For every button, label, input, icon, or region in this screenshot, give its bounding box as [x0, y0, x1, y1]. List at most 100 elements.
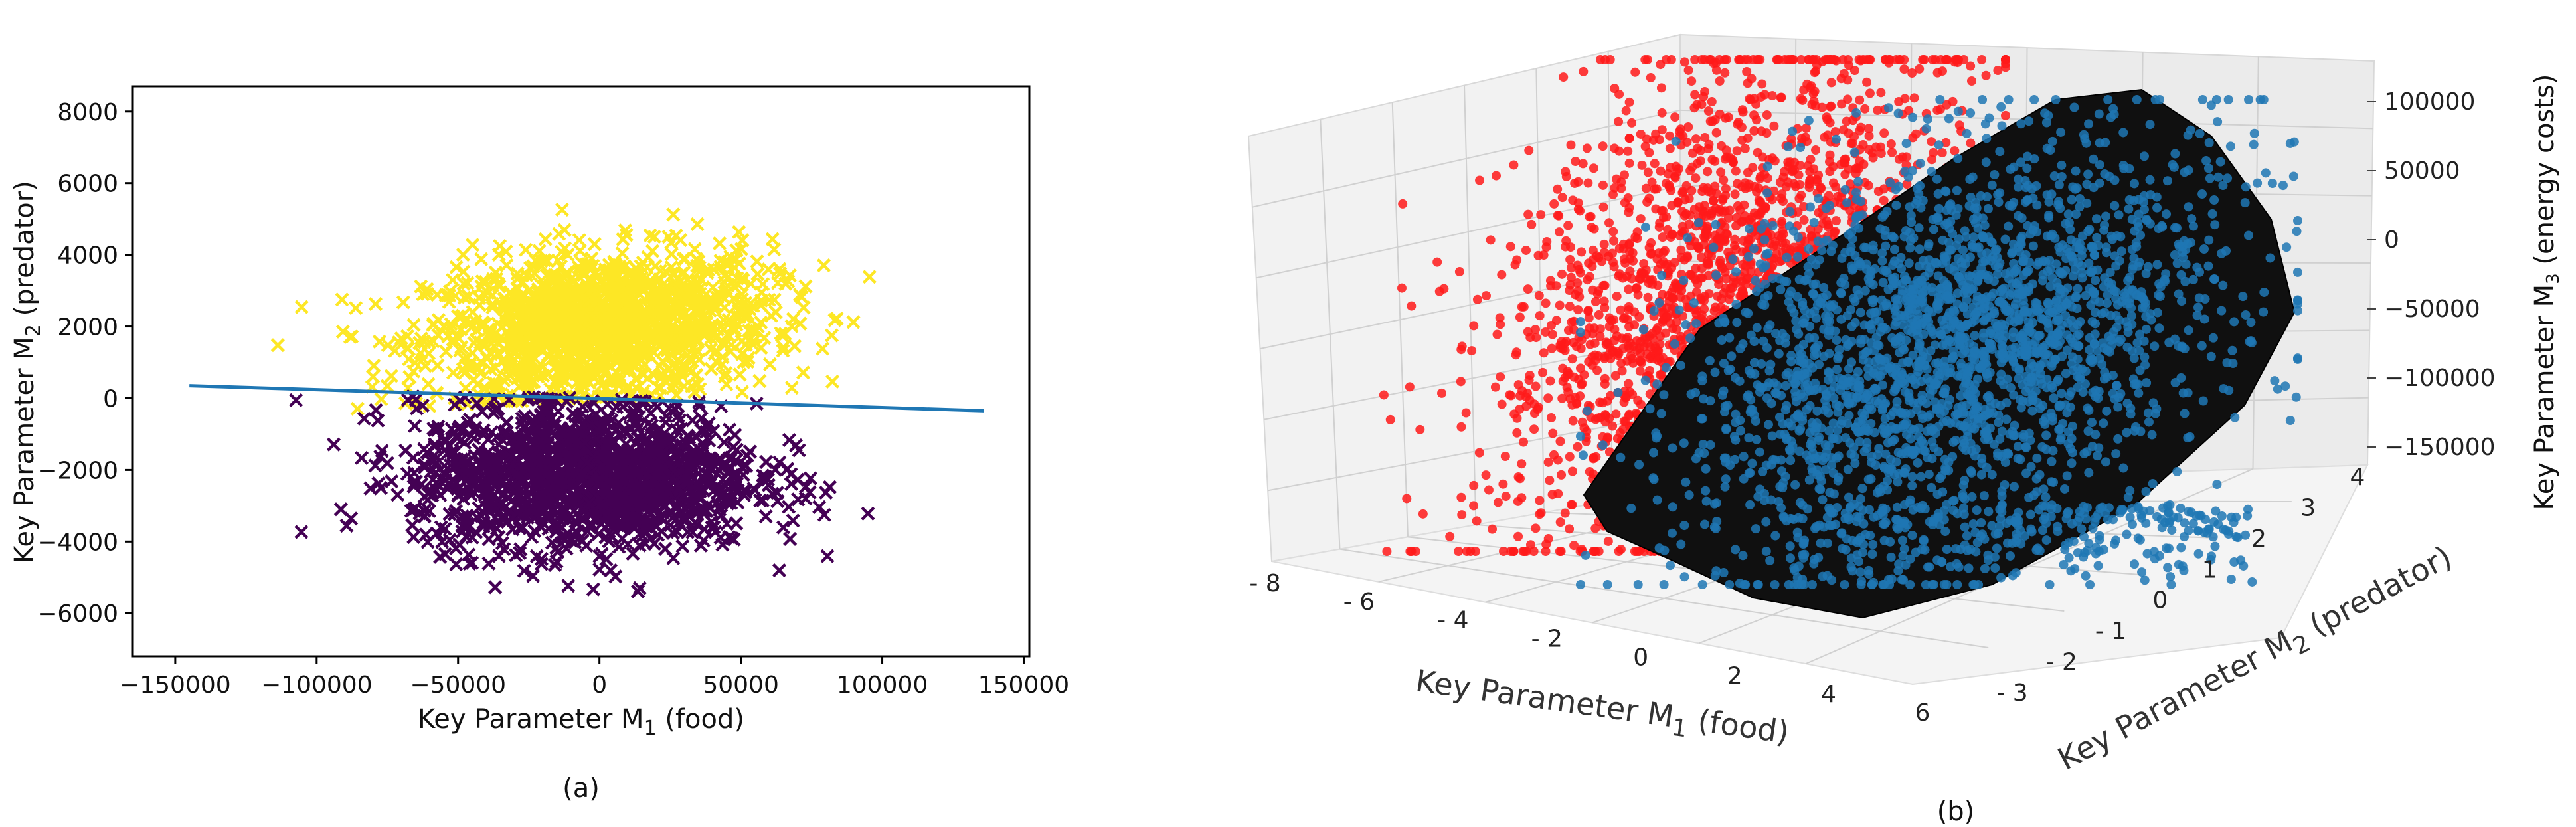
panel-a-x-marker	[796, 365, 811, 380]
panel-a-x-marker	[289, 393, 303, 407]
panel-b-red-point	[1826, 101, 1836, 111]
panel-b-red-point	[1621, 106, 1631, 116]
panel-a-x-marker	[456, 276, 471, 291]
panel-b-red-point	[1632, 284, 1642, 294]
panel-b-red-point	[1603, 536, 1613, 546]
panel-a-y-tick-label: −4000	[37, 529, 118, 556]
panel-a-caption: (a)	[562, 773, 600, 804]
panel-b-red-point	[1644, 147, 1654, 157]
panel-a-x-marker	[768, 305, 783, 320]
panel-b-red-point	[1601, 411, 1611, 420]
panel-b-red-point	[1628, 256, 1638, 266]
panel-b-red-point	[1592, 365, 1602, 375]
panel-a-x-marker	[421, 377, 436, 391]
panel-b-red-point	[1804, 55, 1814, 64]
panel-b-red-point	[1831, 216, 1841, 226]
panel-b-red-point	[1624, 322, 1634, 331]
panel-a-x-marker	[796, 300, 811, 315]
panel-b-red-point	[1515, 404, 1525, 414]
panel-a-x-marker	[418, 359, 432, 373]
panel-b-red-point	[1907, 68, 1917, 78]
panel-a-x-marker	[270, 338, 285, 353]
panel-a-x-marker	[767, 242, 782, 257]
panel-b-red-point	[1690, 90, 1700, 100]
panel-b-red-point	[1510, 260, 1520, 270]
panel-a-x-marker	[782, 500, 796, 514]
panel-a-x-marker	[561, 579, 576, 593]
panel-b-red-point	[1909, 93, 1919, 103]
panel-b-red-point	[1584, 313, 1594, 323]
panel-b-red-point	[1456, 492, 1466, 502]
panel-a-x-marker	[735, 385, 750, 399]
panel-b-red-point	[1598, 202, 1608, 212]
panel-b-red-point	[1509, 160, 1519, 170]
panel-b-red-point	[1379, 390, 1389, 400]
panel-b-red-point	[1561, 167, 1571, 177]
panel-b-red-point	[1486, 235, 1496, 245]
panel-b-red-point	[1523, 209, 1533, 219]
panel-a-x-marker	[712, 236, 727, 251]
panel-b-red-point	[1462, 547, 1472, 556]
panel-a-x-marker	[586, 582, 601, 597]
panel-a-x-marker	[431, 313, 446, 327]
panel-b-red-point	[1588, 285, 1598, 295]
panel-b-red-point	[1432, 257, 1442, 267]
panel-b-red-point	[1937, 66, 1947, 76]
panel-a-x-marker	[349, 301, 363, 316]
panel-b-red-point	[1407, 301, 1417, 311]
panel-b-red-point	[1855, 95, 1865, 105]
panel-b-red-point	[1535, 496, 1545, 505]
panel-b-red-point	[1531, 333, 1541, 343]
panel-b-red-point	[1565, 524, 1575, 534]
panel-a-x-marker	[472, 290, 487, 306]
panel-b-red-point	[2001, 55, 2010, 64]
panel-b-red-point	[1676, 245, 1686, 255]
panel-a-y-tick-label: −6000	[37, 600, 118, 628]
panel-a-x-tick-label: 150000	[978, 672, 1069, 699]
panel-b-red-point	[1492, 171, 1502, 181]
panel-a-x-marker	[555, 202, 570, 217]
panel-b-red-point	[1894, 97, 1904, 107]
panel-a-x-marker	[488, 580, 503, 595]
panel-b-red-point	[1796, 94, 1806, 104]
panel-b-red-point	[1536, 210, 1546, 220]
panel-b-red-point	[1579, 66, 1589, 76]
panel-a-x-axis-label: Key Parameter M1 (food)	[418, 704, 744, 740]
panel-b-red-point	[1599, 239, 1609, 249]
panel-b-red-point	[1658, 232, 1668, 242]
panel-b-red-point	[1687, 185, 1697, 195]
panel-b-red-point	[1555, 300, 1565, 310]
panel-b-red-point	[1535, 311, 1545, 321]
panel-a-x-marker	[729, 516, 744, 531]
panel-b-red-point	[1541, 327, 1551, 337]
panel-b-red-point	[1636, 129, 1646, 139]
panel-a-x-marker	[367, 359, 381, 373]
panel-a-x-marker	[398, 443, 413, 458]
panel-a-x-marker	[538, 232, 553, 246]
panel-b-red-point	[1719, 175, 1729, 185]
panel-b-red-point	[1454, 547, 1464, 556]
panel-a-x-marker	[326, 437, 341, 452]
panel-b-red-point	[1740, 143, 1750, 153]
panel-a-x-marker	[465, 238, 480, 252]
panel-b-red-point	[1825, 157, 1835, 167]
panel-a-x-marker	[350, 401, 365, 416]
panel-a-x-marker	[798, 279, 813, 294]
panel-a-x-marker	[825, 374, 840, 389]
panel-b-red-point	[1566, 140, 1576, 150]
panel-a-x-marker	[786, 513, 800, 528]
panel-b-red-point	[1928, 55, 1938, 64]
panel-a-x-marker	[449, 557, 464, 572]
panel-b-red-point	[1839, 125, 1849, 135]
panel-a-x-marker	[414, 331, 428, 346]
panel-b-red-point	[1513, 531, 1523, 541]
panel-b-red-point	[1656, 83, 1666, 93]
panel-b-red-point	[1703, 144, 1713, 154]
panel-b-red-point	[1643, 292, 1653, 302]
panel-b-red-point	[1711, 58, 1721, 68]
panel-b-red-point	[1620, 170, 1630, 180]
panel-b-red-point	[1860, 104, 1870, 114]
panel-b-red-point	[1490, 382, 1500, 392]
panel-b-red-point	[1543, 457, 1553, 467]
panel-b-red-point	[1549, 199, 1559, 209]
